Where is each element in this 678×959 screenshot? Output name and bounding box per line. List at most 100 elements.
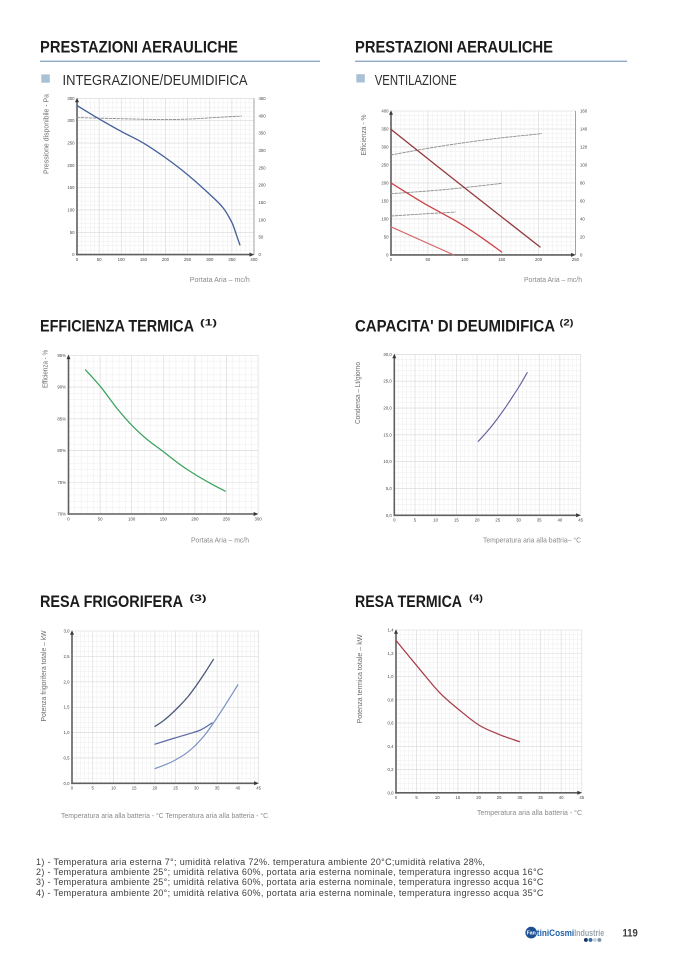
svg-text:45: 45 (256, 786, 261, 791)
svg-text:Portata Aria – mc/h: Portata Aria – mc/h (191, 536, 249, 544)
svg-text:PRESTAZIONI AERAULICHE: PRESTAZIONI AERAULICHE (355, 38, 553, 57)
svg-text:2,0: 2,0 (64, 679, 71, 684)
svg-text:Efficienza - %: Efficienza - % (43, 350, 50, 388)
svg-text:0: 0 (386, 252, 389, 257)
svg-text:0,0: 0,0 (64, 781, 71, 786)
svg-text:30,0: 30,0 (383, 352, 392, 357)
svg-text:400: 400 (259, 113, 267, 118)
svg-text:50: 50 (70, 230, 75, 235)
svg-text:(4): (4) (469, 593, 483, 603)
svg-text:0: 0 (390, 257, 393, 262)
svg-text:0,5: 0,5 (64, 755, 71, 760)
svg-text:30: 30 (518, 795, 523, 800)
svg-text:100: 100 (118, 257, 126, 262)
svg-text:0,4: 0,4 (388, 744, 395, 749)
svg-text:35: 35 (538, 795, 543, 800)
svg-text:50: 50 (98, 516, 103, 521)
svg-text:15: 15 (132, 786, 137, 791)
svg-text:200: 200 (535, 257, 543, 262)
svg-text:25: 25 (173, 786, 178, 791)
svg-text:250: 250 (184, 257, 192, 262)
svg-text:1,0: 1,0 (388, 674, 395, 679)
svg-text:140: 140 (580, 127, 588, 132)
svg-text:50: 50 (97, 257, 102, 262)
svg-text:40: 40 (558, 518, 563, 523)
svg-text:1,0: 1,0 (64, 730, 71, 735)
svg-text:10: 10 (433, 518, 438, 523)
svg-text:300: 300 (255, 516, 263, 521)
svg-text:5,0: 5,0 (386, 486, 393, 491)
svg-text:0,6: 0,6 (388, 721, 395, 726)
svg-text:100: 100 (128, 516, 136, 521)
svg-text:250: 250 (572, 257, 580, 262)
svg-text:100: 100 (580, 163, 588, 168)
svg-text:40: 40 (236, 786, 241, 791)
svg-text:95%: 95% (57, 353, 66, 358)
svg-text:20: 20 (476, 795, 481, 800)
svg-text:15: 15 (456, 795, 461, 800)
svg-text:Industrie: Industrie (574, 928, 604, 938)
svg-text:300: 300 (67, 118, 75, 123)
svg-text:45: 45 (579, 795, 584, 800)
svg-text:350: 350 (67, 96, 75, 101)
svg-text:20,0: 20,0 (383, 406, 392, 411)
svg-text:70%: 70% (57, 512, 66, 517)
svg-text:35: 35 (537, 518, 542, 523)
svg-text:0: 0 (72, 252, 75, 257)
svg-text:150: 150 (381, 198, 389, 203)
svg-text:PRESTAZIONI AERAULICHE: PRESTAZIONI AERAULICHE (40, 38, 238, 57)
svg-text:350: 350 (228, 257, 236, 262)
svg-text:Potenza termica totale – kW: Potenza termica totale – kW (357, 634, 364, 724)
svg-text:(3): (3) (190, 593, 207, 603)
svg-text:90%: 90% (57, 385, 66, 390)
svg-text:(1): (1) (200, 317, 217, 327)
svg-text:250: 250 (259, 165, 267, 170)
svg-text:Temperatura aria alla batteria: Temperatura aria alla batteria - °C (477, 809, 582, 817)
svg-text:(2): (2) (560, 317, 574, 327)
svg-text:150: 150 (67, 185, 75, 190)
svg-text:75%: 75% (57, 480, 66, 485)
svg-text:200: 200 (381, 180, 389, 185)
svg-text:0: 0 (395, 795, 398, 800)
svg-text:Portata Aria – mc/h: Portata Aria – mc/h (190, 276, 250, 284)
svg-text:35: 35 (215, 786, 220, 791)
svg-text:5: 5 (414, 518, 417, 523)
svg-text:350: 350 (381, 127, 389, 132)
svg-text:15,0: 15,0 (383, 432, 392, 437)
svg-text:RESA TERMICA: RESA TERMICA (355, 592, 462, 611)
svg-text:Temperatura aria alla batteria: Temperatura aria alla batteria - °C Temp… (61, 812, 268, 820)
svg-text:100: 100 (259, 217, 267, 222)
svg-text:150: 150 (498, 257, 506, 262)
svg-text:200: 200 (259, 183, 267, 188)
svg-text:100: 100 (461, 257, 469, 262)
svg-text:60: 60 (580, 198, 585, 203)
svg-text:45: 45 (578, 518, 583, 523)
svg-text:80%: 80% (57, 448, 66, 453)
svg-text:300: 300 (206, 257, 214, 262)
svg-text:10: 10 (435, 795, 440, 800)
svg-text:150: 150 (160, 516, 168, 521)
svg-text:20: 20 (153, 786, 158, 791)
svg-text:0: 0 (71, 786, 74, 791)
svg-text:250: 250 (381, 163, 389, 168)
svg-text:CAPACITA' DI DEUMIDIFICA: CAPACITA' DI DEUMIDIFICA (355, 317, 555, 336)
svg-text:10,0: 10,0 (383, 459, 392, 464)
svg-text:250: 250 (223, 516, 231, 521)
svg-text:50: 50 (426, 257, 431, 262)
svg-text:Temperatura aria alla battria–: Temperatura aria alla battria– °C (483, 536, 581, 544)
svg-text:5: 5 (415, 795, 418, 800)
svg-text:50: 50 (259, 235, 264, 240)
svg-text:Potenza frigorifera totale – k: Potenza frigorifera totale – kW (41, 630, 48, 721)
svg-text:400: 400 (250, 257, 258, 262)
svg-text:Condensa – Lt/giorno: Condensa – Lt/giorno (355, 362, 362, 424)
svg-text:25: 25 (497, 795, 502, 800)
svg-text:Fan: Fan (527, 931, 536, 937)
svg-text:30: 30 (516, 518, 521, 523)
svg-text:200: 200 (162, 257, 170, 262)
svg-text:0: 0 (580, 252, 583, 257)
svg-text:300: 300 (259, 148, 267, 153)
svg-text:25,0: 25,0 (383, 379, 392, 384)
svg-text:100: 100 (67, 208, 75, 213)
svg-text:400: 400 (381, 109, 389, 114)
svg-text:3,0: 3,0 (64, 629, 71, 634)
